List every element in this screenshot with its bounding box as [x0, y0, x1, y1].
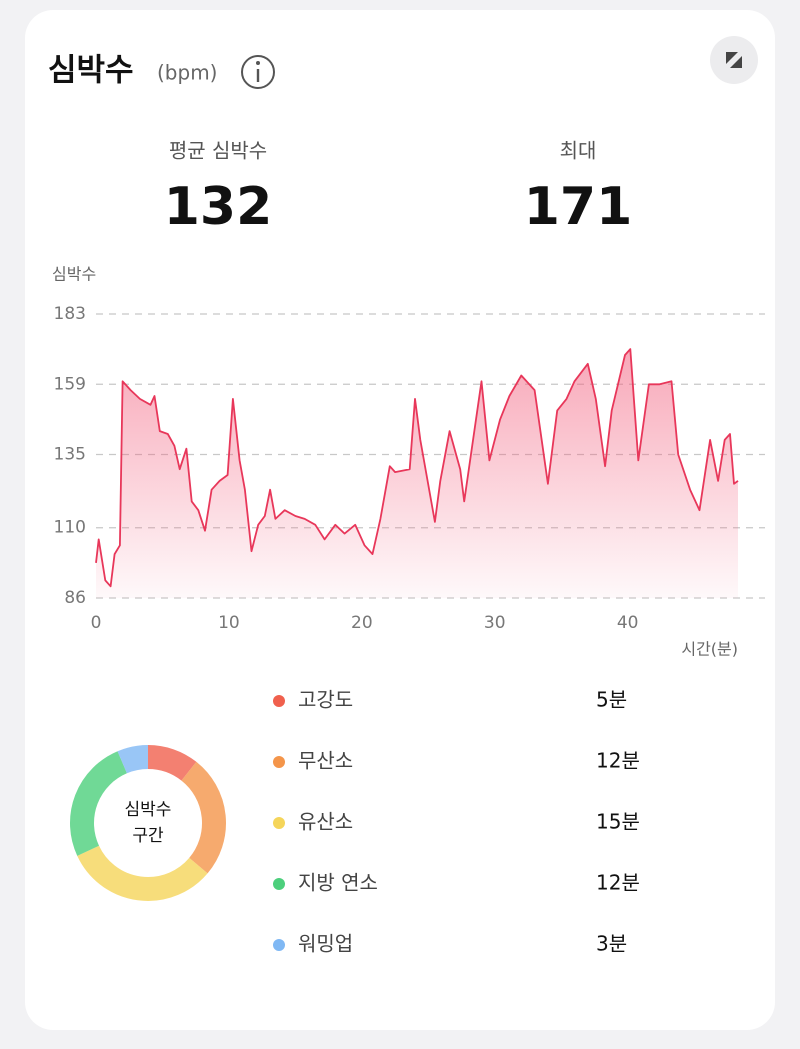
legend-dot: [273, 939, 285, 951]
stat-label: 최대: [560, 139, 597, 163]
legend-dot: [273, 695, 285, 707]
zone-segment: [117, 745, 149, 774]
y-tick-label: 110: [54, 518, 86, 538]
zone-duration: 3분: [596, 932, 627, 956]
stat-value: 132: [164, 177, 273, 237]
legend-dot: [273, 756, 285, 768]
x-tick-label: 20: [351, 613, 373, 633]
unit: (bpm): [157, 61, 217, 85]
y-tick-label: 159: [54, 374, 86, 394]
stat-label: 평균 심박수: [169, 139, 267, 163]
y-tick-label: 135: [54, 445, 86, 465]
title: 심박수: [48, 53, 134, 89]
stat-value: 171: [524, 177, 633, 237]
zone-segment: [70, 751, 128, 856]
donut-center-label: 구간: [132, 826, 164, 846]
zone-name: 무산소: [298, 749, 353, 773]
zone-segment: [181, 761, 226, 874]
zone-name: 고강도: [298, 688, 353, 712]
y-axis-label: 심박수: [52, 265, 96, 284]
zone-duration: 12분: [596, 749, 640, 773]
zone-duration: 15분: [596, 810, 640, 834]
zone-name: 지방 연소: [298, 871, 378, 895]
legend-dot: [273, 817, 285, 829]
y-tick-label: 183: [54, 304, 86, 324]
x-tick-label: 40: [617, 613, 639, 633]
x-tick-label: 0: [91, 613, 102, 633]
x-tick-label: 10: [218, 613, 240, 633]
heart-rate-area: [96, 349, 738, 598]
legend-dot: [273, 878, 285, 890]
x-tick-label: 30: [484, 613, 506, 633]
zone-name: 워밍업: [298, 932, 353, 956]
zone-name: 유산소: [298, 810, 353, 834]
zone-duration: 12분: [596, 871, 640, 895]
zone-duration: 5분: [596, 688, 627, 712]
donut-center-label: 심박수: [125, 800, 172, 820]
zone-segment: [77, 845, 208, 901]
info-icon[interactable]: [241, 55, 275, 89]
heart-rate-line: [95, 348, 739, 588]
zone-segment: [147, 745, 197, 781]
expand-button[interactable]: [710, 36, 758, 84]
x-axis-label: 시간(분): [681, 640, 738, 659]
y-tick-label: 86: [64, 588, 86, 608]
